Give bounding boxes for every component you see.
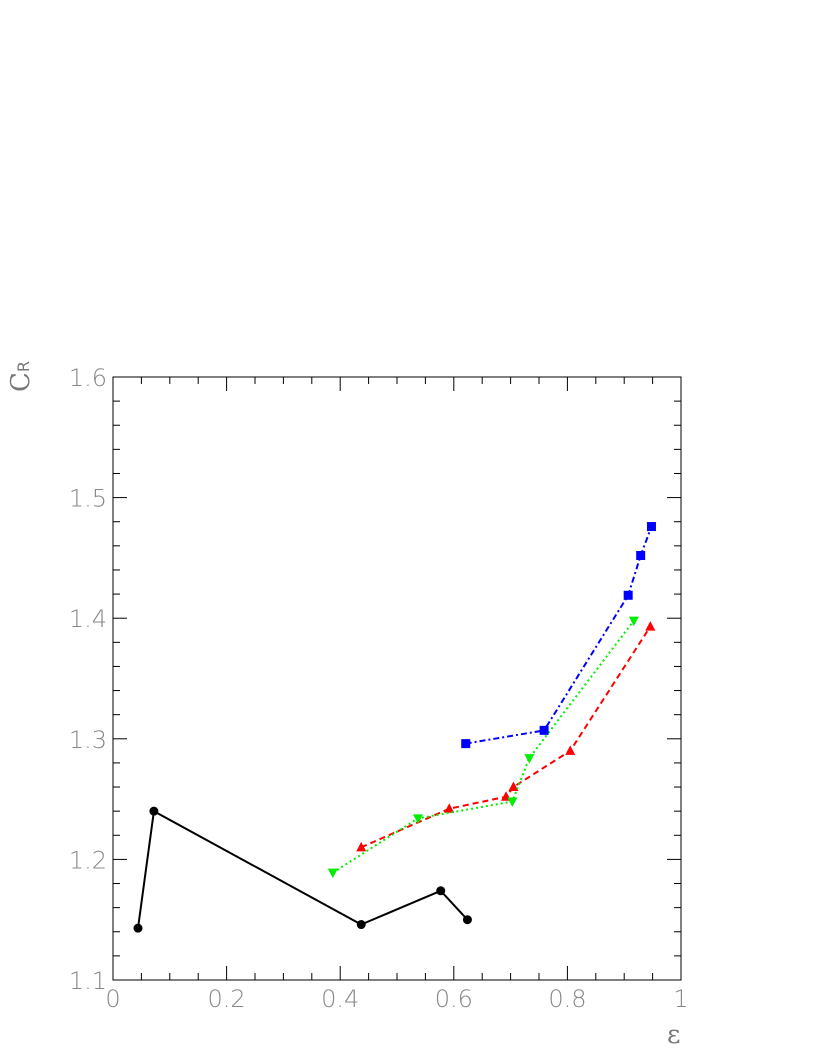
series-2-point xyxy=(565,745,576,755)
series-3-point xyxy=(507,797,518,808)
series-2-point xyxy=(444,803,455,813)
y-tick-label: 1.4 xyxy=(69,605,107,633)
series-2-point xyxy=(508,781,519,792)
series-layer xyxy=(133,522,656,933)
series-1 xyxy=(133,806,472,933)
x-tick-label: 0.6 xyxy=(435,985,473,1013)
x-tick-label: 0.2 xyxy=(208,985,246,1013)
series-4-line xyxy=(465,526,653,745)
series-1-point xyxy=(356,920,366,930)
series-1-point xyxy=(149,806,159,816)
y-tick-label: 1.6 xyxy=(69,364,107,392)
y-tick-label: 1.1 xyxy=(69,967,107,995)
series-4-point xyxy=(623,590,633,600)
x-tick-label: 0.4 xyxy=(321,985,359,1013)
axis-ticks: 0 0.2 0.4 0.6 0.8 1 1.1 1.2 1.3 1.4 1.5 1.6 xyxy=(69,364,689,1013)
x-tick-label: 1 xyxy=(673,985,688,1013)
y-tick-label: 1.2 xyxy=(69,846,107,874)
y-axis-label-subscript: R xyxy=(14,361,33,372)
series-2-line xyxy=(360,626,652,849)
series-4-point xyxy=(636,550,646,560)
series-3-point xyxy=(628,616,639,627)
x-axis-label: ε xyxy=(667,1020,680,1050)
series-1-line xyxy=(137,809,469,929)
series-1-point xyxy=(133,923,143,933)
series-2-point xyxy=(356,841,367,852)
x-tick-label: 0.8 xyxy=(548,985,586,1013)
plot-area xyxy=(112,376,682,981)
series-1-point xyxy=(436,886,446,896)
y-axis-label-base: C xyxy=(6,372,36,392)
plot-frame xyxy=(112,376,682,981)
y-axis-label: CR xyxy=(6,361,36,392)
series-3-point xyxy=(327,868,338,879)
series-4 xyxy=(461,522,656,749)
y-tick-label: 1.5 xyxy=(69,485,107,513)
series-4-point xyxy=(461,739,471,749)
series-2 xyxy=(356,621,656,852)
x-tick-label: 0 xyxy=(105,985,120,1013)
series-4-point xyxy=(646,522,656,532)
series-1-point xyxy=(462,915,472,925)
series-4-point xyxy=(539,725,549,735)
series-3-point xyxy=(524,754,535,764)
series-3 xyxy=(327,616,639,879)
y-tick-label: 1.3 xyxy=(69,726,107,754)
series-3-point xyxy=(413,814,424,824)
axis-labels: ε CR xyxy=(6,361,680,1050)
series-2-point xyxy=(645,621,656,631)
